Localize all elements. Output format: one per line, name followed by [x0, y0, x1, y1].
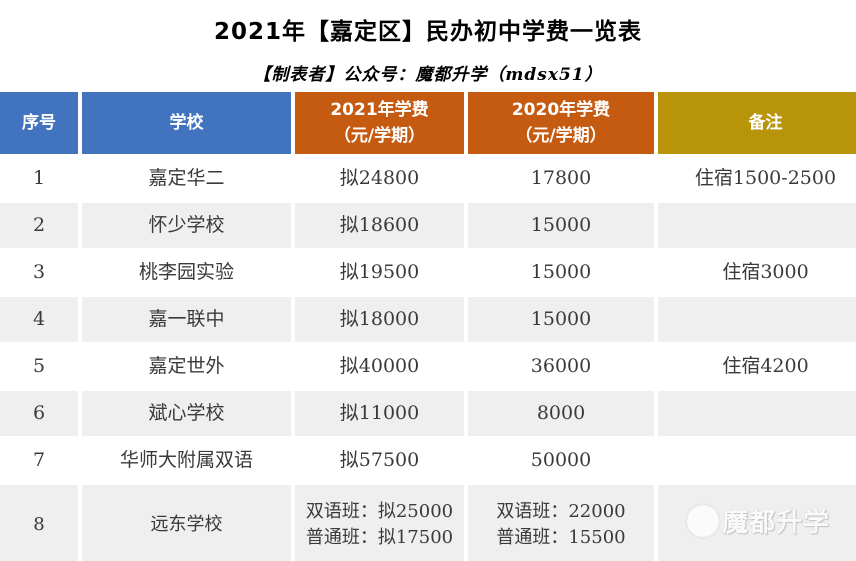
fee-table: 序号 学校 2021年学费 （元/学期） 2020年学费 （元/学期） 备注 1… [0, 90, 856, 561]
cell-fee-2021: 双语班：拟25000 普通班：拟17500 [295, 485, 464, 561]
cell-fee-2021: 拟57500 [295, 438, 464, 483]
header-remark: 备注 [658, 92, 856, 154]
cell-fee-2020: 17800 [468, 156, 654, 201]
cell-school: 嘉一联中 [82, 297, 291, 342]
table-row: 3 桃李园实验 拟19500 15000 住宿3000 [0, 250, 856, 295]
cell-remark [658, 391, 856, 436]
cell-fee-2021: 拟18000 [295, 297, 464, 342]
cell-remark: 住宿4200 [658, 344, 856, 389]
table-row: 2 怀少学校 拟18600 15000 [0, 203, 856, 248]
cell-remark: 住宿1500-2500 [658, 156, 856, 201]
cell-fee-2020: 50000 [468, 438, 654, 483]
cell-index: 7 [0, 438, 78, 483]
table-row: 4 嘉一联中 拟18000 15000 [0, 297, 856, 342]
table-row: 8 远东学校 双语班：拟25000 普通班：拟17500 双语班：22000 普通班：… [0, 485, 856, 561]
cell-index: 3 [0, 250, 78, 295]
page-subtitle: 【制表者】公众号：魔都升学（mdsx51） [253, 65, 603, 85]
cell-index: 2 [0, 203, 78, 248]
cell-remark [658, 438, 856, 483]
cell-school: 远东学校 [82, 485, 291, 561]
cell-fee-2020: 8000 [468, 391, 654, 436]
cell-remark [658, 203, 856, 248]
cell-fee-2020: 36000 [468, 344, 654, 389]
page-title: 2021年【嘉定区】民办初中学费一览表 [213, 19, 642, 45]
cell-fee-2020: 15000 [468, 203, 654, 248]
header-fee-2021: 2021年学费 （元/学期） [295, 92, 464, 154]
cell-index: 1 [0, 156, 78, 201]
table-row: 7 华师大附属双语 拟57500 50000 [0, 438, 856, 483]
cell-school: 桃李园实验 [82, 250, 291, 295]
cell-fee-2020: 15000 [468, 250, 654, 295]
cell-index: 4 [0, 297, 78, 342]
cell-school: 斌心学校 [82, 391, 291, 436]
header-row: 序号 学校 2021年学费 （元/学期） 2020年学费 （元/学期） 备注 [0, 92, 856, 154]
cell-fee-2021: 拟40000 [295, 344, 464, 389]
cell-fee-2021: 拟19500 [295, 250, 464, 295]
cell-fee-2020: 15000 [468, 297, 654, 342]
table-body: 1 嘉定华二 拟24800 17800 住宿1500-2500 2 怀少学校 拟18600 15… [0, 156, 856, 561]
cell-fee-2021: 拟11000 [295, 391, 464, 436]
cell-fee-2020: 双语班：22000 普通班：15500 [468, 485, 654, 561]
cell-fee-2021: 拟24800 [295, 156, 464, 201]
header-index: 序号 [0, 92, 78, 154]
table-row: 1 嘉定华二 拟24800 17800 住宿1500-2500 [0, 156, 856, 201]
cell-fee-2021: 拟18600 [295, 203, 464, 248]
cell-school: 嘉定华二 [82, 156, 291, 201]
cell-school: 嘉定世外 [82, 344, 291, 389]
header-school: 学校 [82, 92, 291, 154]
cell-index: 8 [0, 485, 78, 561]
cell-index: 5 [0, 344, 78, 389]
cell-school: 怀少学校 [82, 203, 291, 248]
header-fee-2020: 2020年学费 （元/学期） [468, 92, 654, 154]
table-row: 6 斌心学校 拟11000 8000 [0, 391, 856, 436]
cell-remark [658, 297, 856, 342]
cell-remark [658, 485, 856, 561]
cell-school: 华师大附属双语 [82, 438, 291, 483]
table-row: 5 嘉定世外 拟40000 36000 住宿4200 [0, 344, 856, 389]
cell-index: 6 [0, 391, 78, 436]
cell-remark: 住宿3000 [658, 250, 856, 295]
